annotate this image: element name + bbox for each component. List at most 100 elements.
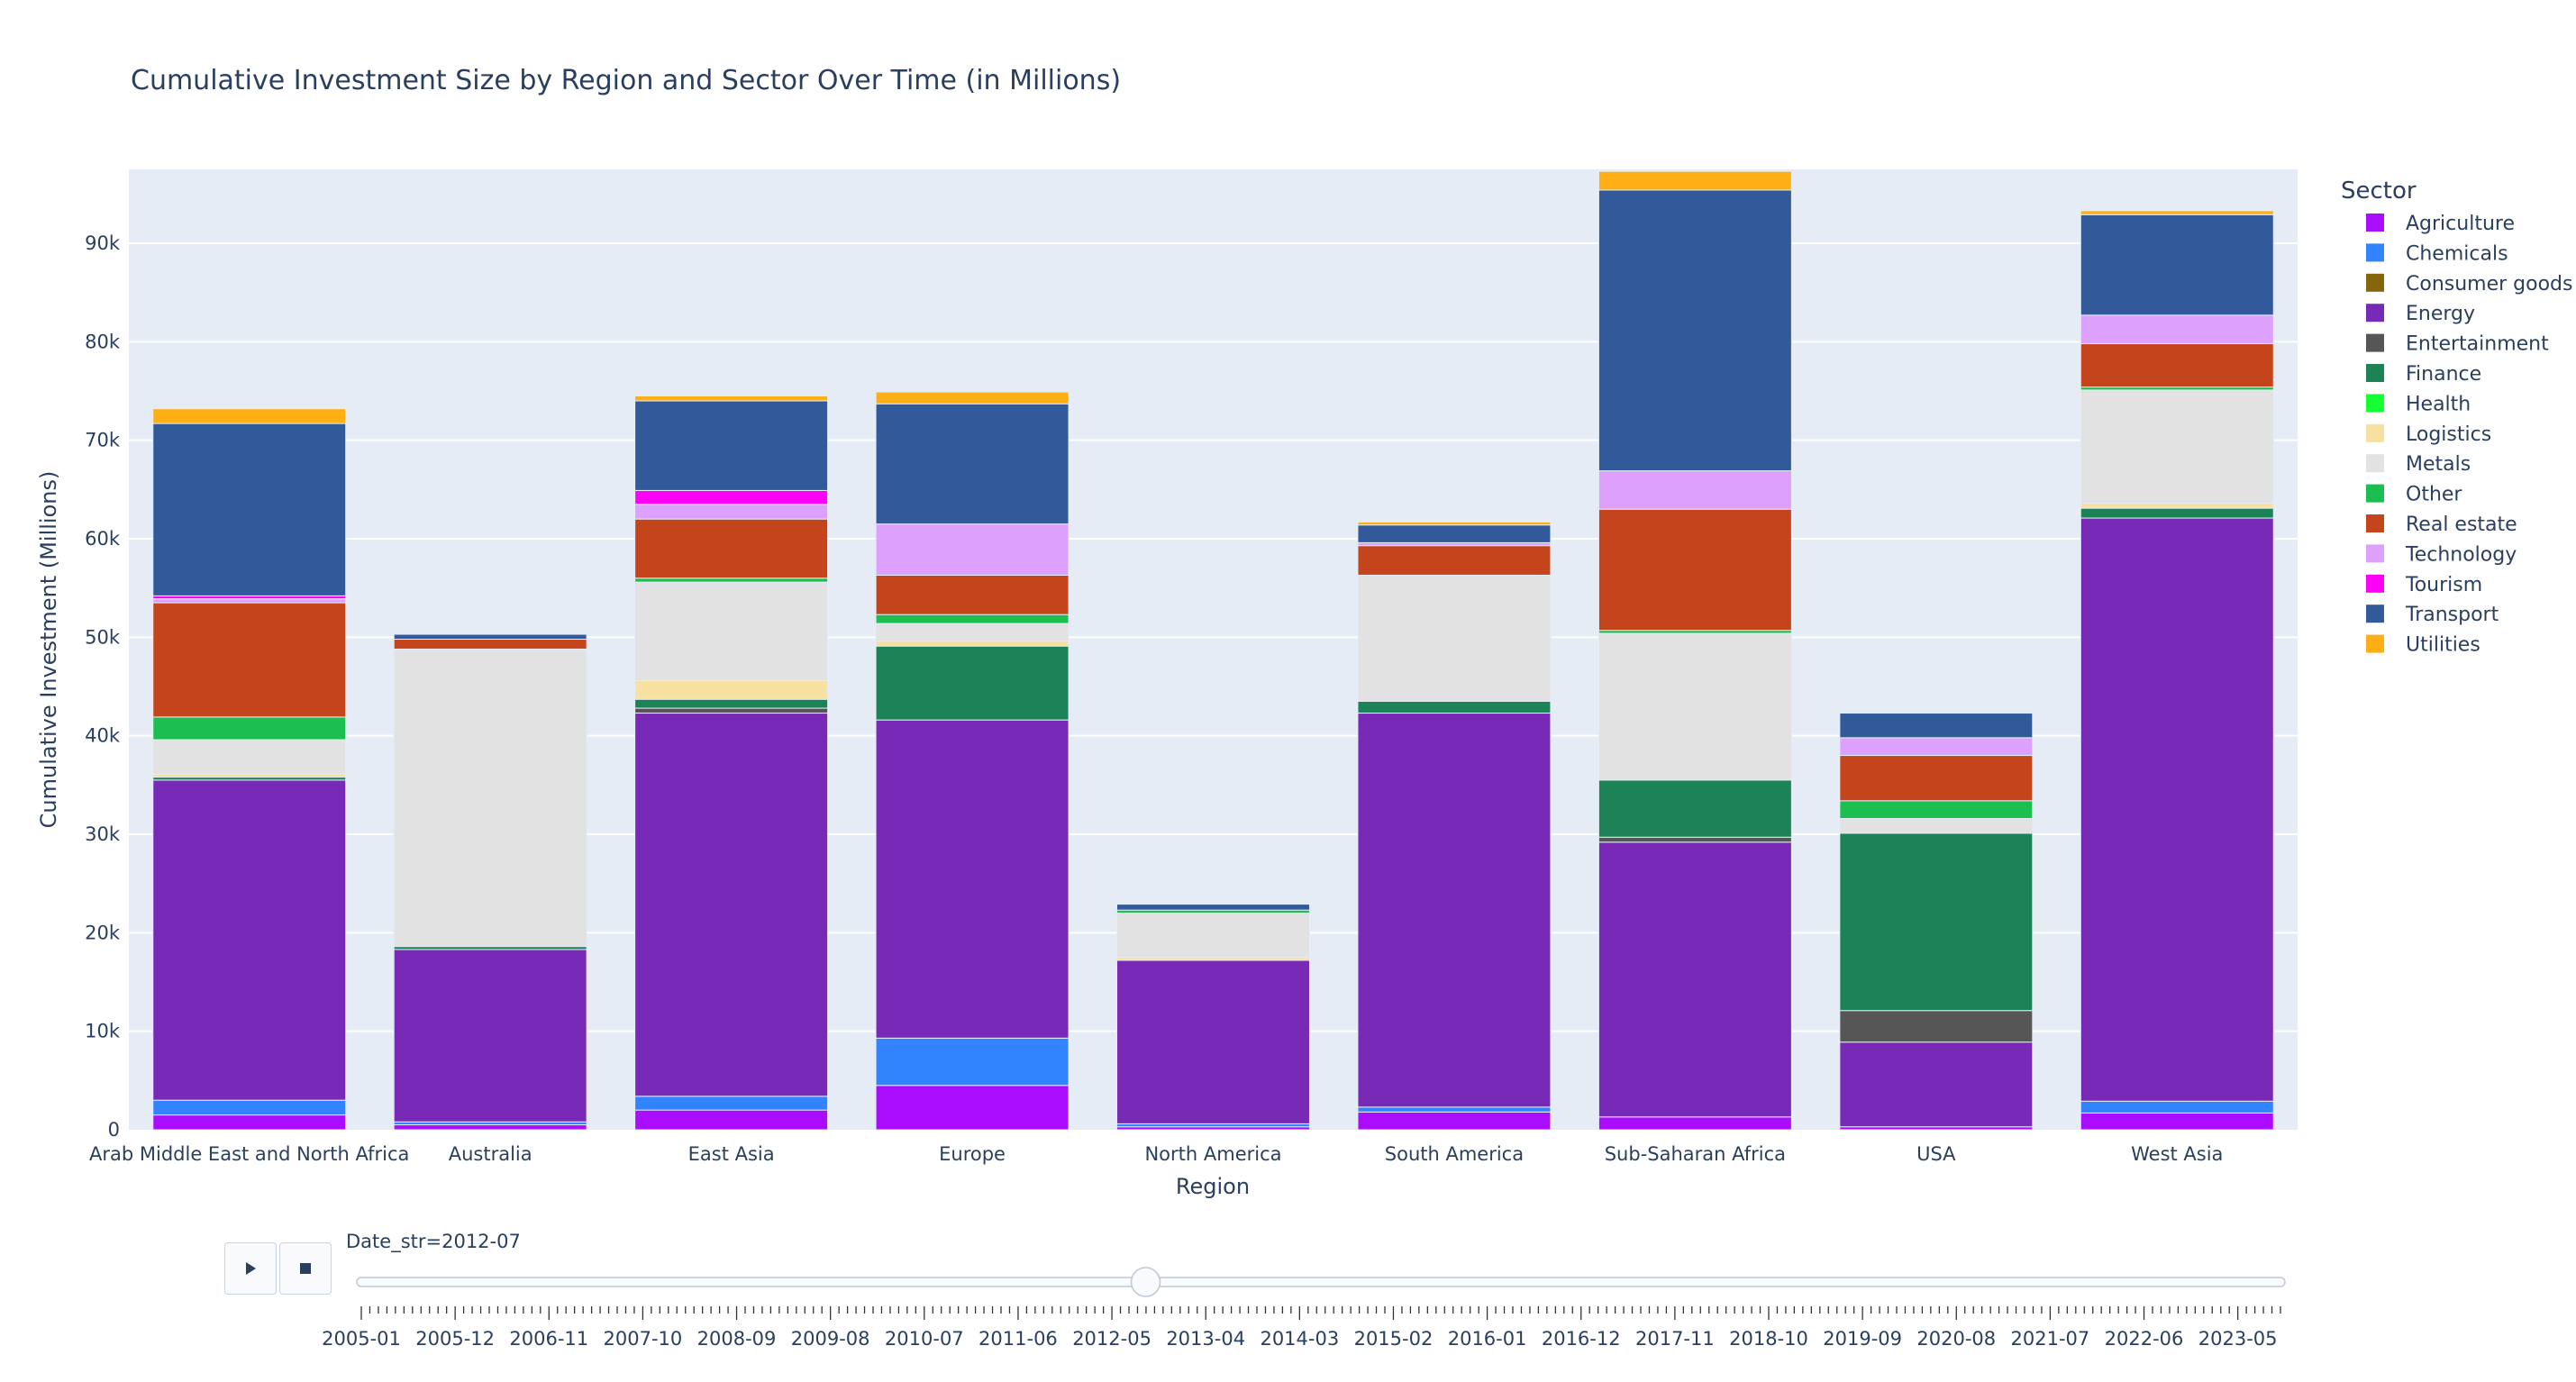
bar-segment	[152, 408, 347, 424]
bar-segment	[1597, 779, 1792, 838]
stop-button[interactable]	[279, 1242, 332, 1295]
x-tick-label: West Asia	[2131, 1143, 2223, 1165]
y-axis-label: Cumulative Investment (Millions)	[36, 471, 61, 829]
bar-segment	[152, 598, 347, 604]
bar-segment	[634, 581, 829, 681]
legend-item[interactable]: Utilities	[2366, 634, 2480, 657]
bar-segment	[1597, 470, 1792, 510]
legend-item[interactable]: Health	[2366, 393, 2471, 415]
legend-swatch	[2366, 243, 2384, 262]
bar-segment	[1839, 1041, 2034, 1128]
slider-tick-label: 2020-08	[1916, 1328, 1996, 1350]
slider-tick-label: 2006-11	[509, 1328, 588, 1350]
animation-slider[interactable]: Date_str=2012-07 2005-01 2005-12 2006-11 20…	[322, 1231, 2286, 1350]
bar-segment	[2080, 314, 2274, 345]
legend-item[interactable]: Real estate	[2366, 514, 2517, 536]
legend-label: Technology	[2405, 543, 2517, 566]
bar-segment	[152, 1114, 347, 1131]
legend-label: Metals	[2406, 453, 2471, 476]
slider-tick-label: 2010-07	[885, 1328, 964, 1350]
legend-item[interactable]: Finance	[2366, 363, 2481, 386]
bar-segment	[1116, 959, 1310, 1124]
bar-segment	[634, 713, 829, 1097]
legend-label: Energy	[2406, 303, 2475, 325]
slider-tick-label: 2011-06	[979, 1328, 1058, 1350]
x-tick-label: Sub-Saharan Africa	[1605, 1143, 1786, 1165]
slider-tick-label: 2016-12	[1542, 1328, 1621, 1350]
bar-segment	[1839, 755, 2034, 802]
legend-item[interactable]: Transport	[2366, 604, 2499, 626]
x-axis-ticks: Arab Middle East and North Africa Austral…	[89, 1143, 2223, 1165]
bar-segment	[2080, 507, 2274, 519]
x-tick-label: East Asia	[688, 1143, 775, 1165]
legend-item[interactable]: Entertainment	[2366, 333, 2549, 356]
slider-tick-label: 2005-01	[322, 1328, 401, 1350]
y-axis-ticks: 0 10k 20k 30k 40k 50k 60k 70k 80k 90k	[85, 232, 121, 1141]
bar-segment	[634, 1096, 829, 1111]
slider-tick-label: 2021-07	[2011, 1328, 2090, 1350]
legend-item[interactable]: Tourism	[2366, 574, 2482, 596]
y-tick-label: 10k	[85, 1021, 121, 1042]
legend-swatch	[2366, 454, 2384, 473]
legend-swatch	[2366, 634, 2384, 653]
legend-swatch	[2366, 423, 2384, 442]
bar-segment	[1839, 737, 2034, 757]
legend-item[interactable]: Agriculture	[2366, 213, 2515, 235]
legend-label: Consumer goods	[2406, 273, 2573, 295]
x-tick-label: Australia	[449, 1143, 532, 1165]
play-button[interactable]	[224, 1242, 277, 1295]
y-tick-label: 40k	[85, 725, 121, 747]
legend-item[interactable]: Metals	[2366, 453, 2471, 476]
legend: Sector Agriculture Chemicals Consumer good…	[2341, 177, 2573, 657]
legend-swatch	[2366, 394, 2384, 413]
legend-item[interactable]: Technology	[2366, 543, 2517, 566]
bar-segment	[2080, 1112, 2274, 1131]
bar-segment	[1597, 632, 1792, 781]
slider-handle[interactable]	[1130, 1267, 1161, 1297]
bar-segment	[393, 639, 587, 650]
legend-swatch	[2366, 273, 2384, 292]
bar-segment	[152, 1099, 347, 1116]
bar-segment	[634, 1109, 829, 1131]
bar-segment	[1597, 189, 1792, 472]
bar-segment	[1357, 1111, 1552, 1131]
bar-segment	[393, 1124, 587, 1131]
x-tick-label: USA	[1916, 1143, 1956, 1165]
bar-segment	[634, 400, 829, 491]
slider-tick-label: 2018-10	[1729, 1328, 1808, 1350]
bar-segment	[875, 641, 1070, 647]
legend-item[interactable]: Logistics	[2366, 423, 2491, 446]
legend-label: Finance	[2406, 363, 2481, 386]
x-tick-label: North America	[1144, 1143, 1281, 1165]
bar-segment	[1839, 818, 2034, 834]
slider-tick-label: 2022-06	[2105, 1328, 2184, 1350]
legend-item[interactable]: Energy	[2366, 303, 2475, 325]
bar-segment	[152, 423, 347, 596]
y-tick-label: 30k	[85, 823, 121, 845]
slider-tick-label: 2019-09	[1823, 1328, 1902, 1350]
bar-segment	[1597, 508, 1792, 632]
bar-segment	[875, 719, 1070, 1039]
slider-tick-label: 2013-04	[1166, 1328, 1245, 1350]
slider-tick-label: 2007-10	[604, 1328, 683, 1350]
slider-ticks: 2005-01 2005-12 2006-11 2007-10 2008-09 2009-…	[322, 1306, 2281, 1350]
bar-segment	[1357, 574, 1552, 702]
bar-segment	[393, 648, 587, 948]
legend-item[interactable]: Other	[2366, 484, 2462, 506]
legend-item[interactable]: Consumer goods	[2366, 273, 2573, 295]
bar-segment	[875, 1085, 1070, 1131]
legend-label: Chemicals	[2406, 242, 2508, 265]
bar-segment	[393, 633, 587, 641]
bar-segment	[1839, 713, 2034, 739]
slider-rail[interactable]	[356, 1277, 2286, 1287]
bar-segment	[2080, 210, 2274, 215]
bar-segment	[2080, 389, 2274, 505]
legend-item[interactable]: Chemicals	[2366, 242, 2508, 265]
bar-segment	[634, 698, 829, 709]
slider-current-value: Date_str=2012-07	[346, 1231, 521, 1253]
slider-tick-label: 2023-05	[2198, 1328, 2278, 1350]
legend-swatch	[2366, 544, 2384, 563]
legend-label: Utilities	[2406, 634, 2480, 657]
bar-segment	[875, 574, 1070, 615]
legend-swatch	[2366, 304, 2384, 323]
